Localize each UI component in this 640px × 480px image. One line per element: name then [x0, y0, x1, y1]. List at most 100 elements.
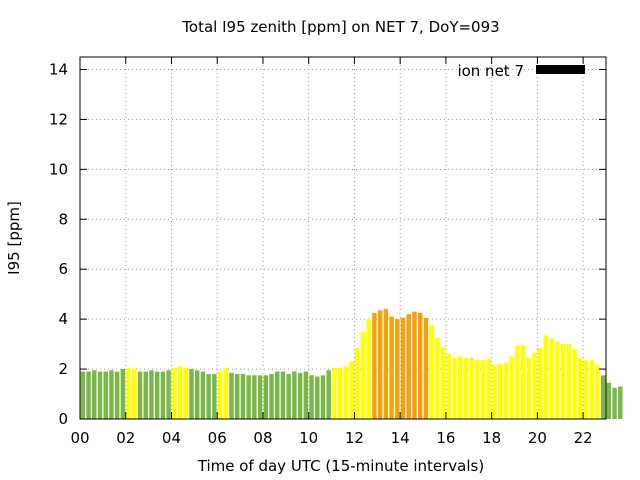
bar — [366, 319, 371, 419]
bar — [417, 312, 423, 419]
bar — [372, 312, 377, 419]
bar — [154, 371, 160, 419]
bar — [86, 371, 91, 419]
x-tick-label: 00 — [70, 429, 89, 447]
bar — [149, 370, 154, 419]
bar — [246, 375, 251, 419]
bar — [257, 375, 263, 419]
bar — [343, 366, 349, 419]
bar — [240, 374, 246, 419]
bar — [143, 371, 148, 419]
bar — [492, 365, 497, 419]
bar — [549, 339, 554, 419]
x-tick-label: 10 — [299, 429, 318, 447]
bar — [520, 345, 526, 419]
bar — [555, 341, 560, 419]
bar — [618, 386, 623, 419]
bar — [383, 309, 389, 419]
bar — [212, 374, 217, 419]
bar — [280, 371, 286, 419]
bar — [189, 369, 194, 419]
x-tick-label: 16 — [436, 429, 455, 447]
y-axis-label: I95 [ppm] — [5, 201, 23, 275]
bar — [589, 360, 594, 419]
bar — [560, 344, 566, 419]
bar — [109, 370, 114, 419]
legend-swatch — [536, 65, 585, 74]
x-tick-label: 06 — [208, 429, 227, 447]
bar — [612, 387, 617, 419]
y-tick-label: 14 — [49, 60, 68, 78]
bar — [160, 371, 166, 419]
bar — [275, 371, 280, 419]
bar — [412, 311, 417, 419]
bar — [332, 367, 337, 419]
bar-series — [80, 309, 623, 419]
bar — [183, 367, 189, 419]
legend: ion net 7 — [457, 62, 585, 80]
bar — [92, 370, 97, 419]
bar — [126, 367, 131, 419]
bar — [423, 317, 429, 419]
bar — [543, 335, 549, 419]
y-tick-label: 2 — [58, 360, 68, 378]
bar — [435, 337, 440, 419]
bar — [120, 369, 126, 419]
y-tick-label: 0 — [58, 410, 68, 428]
bar — [194, 370, 200, 419]
bar — [583, 360, 589, 419]
bar — [469, 357, 474, 419]
bar — [217, 371, 223, 419]
bar — [297, 372, 303, 419]
bar — [132, 369, 137, 419]
bar — [400, 317, 406, 419]
bar — [292, 371, 297, 419]
x-tick-label: 12 — [345, 429, 364, 447]
x-tick-label: 02 — [116, 429, 135, 447]
grid-lines — [80, 57, 606, 419]
bar — [234, 374, 240, 419]
bar — [360, 331, 366, 419]
bar — [463, 357, 469, 419]
bar — [206, 374, 211, 419]
bar — [446, 354, 452, 419]
bar — [303, 371, 309, 419]
bar — [600, 375, 606, 419]
bar — [475, 360, 480, 419]
plot-frame — [79, 56, 607, 420]
bar — [326, 370, 331, 419]
bar — [395, 319, 400, 419]
bar — [103, 371, 108, 419]
bar — [315, 376, 320, 419]
bar — [172, 367, 177, 419]
x-axis-label: Time of day UTC (15-minute intervals) — [197, 457, 484, 475]
y-tick-label: 12 — [49, 110, 68, 128]
bar — [269, 374, 274, 419]
bar — [223, 367, 229, 419]
bar — [572, 349, 577, 419]
x-tick-label: 08 — [253, 429, 272, 447]
bar — [566, 344, 572, 419]
y-tick-label: 6 — [58, 260, 68, 278]
legend-label: ion net 7 — [457, 62, 524, 80]
x-tick-label: 22 — [574, 429, 593, 447]
y-tick-label: 4 — [58, 310, 68, 328]
bar — [320, 375, 326, 419]
bar — [177, 366, 183, 419]
bar — [595, 365, 600, 419]
bar — [538, 347, 543, 419]
bar — [515, 345, 520, 419]
y-tick-label: 8 — [58, 210, 68, 228]
bar — [97, 371, 103, 419]
bar — [440, 346, 446, 419]
bar — [377, 310, 383, 419]
bar — [263, 375, 269, 419]
x-tick-label: 18 — [482, 429, 501, 447]
bar — [452, 357, 457, 419]
bar — [578, 357, 583, 419]
bar — [114, 371, 120, 419]
bar — [457, 356, 463, 419]
bar — [229, 372, 234, 419]
bar — [166, 370, 171, 419]
